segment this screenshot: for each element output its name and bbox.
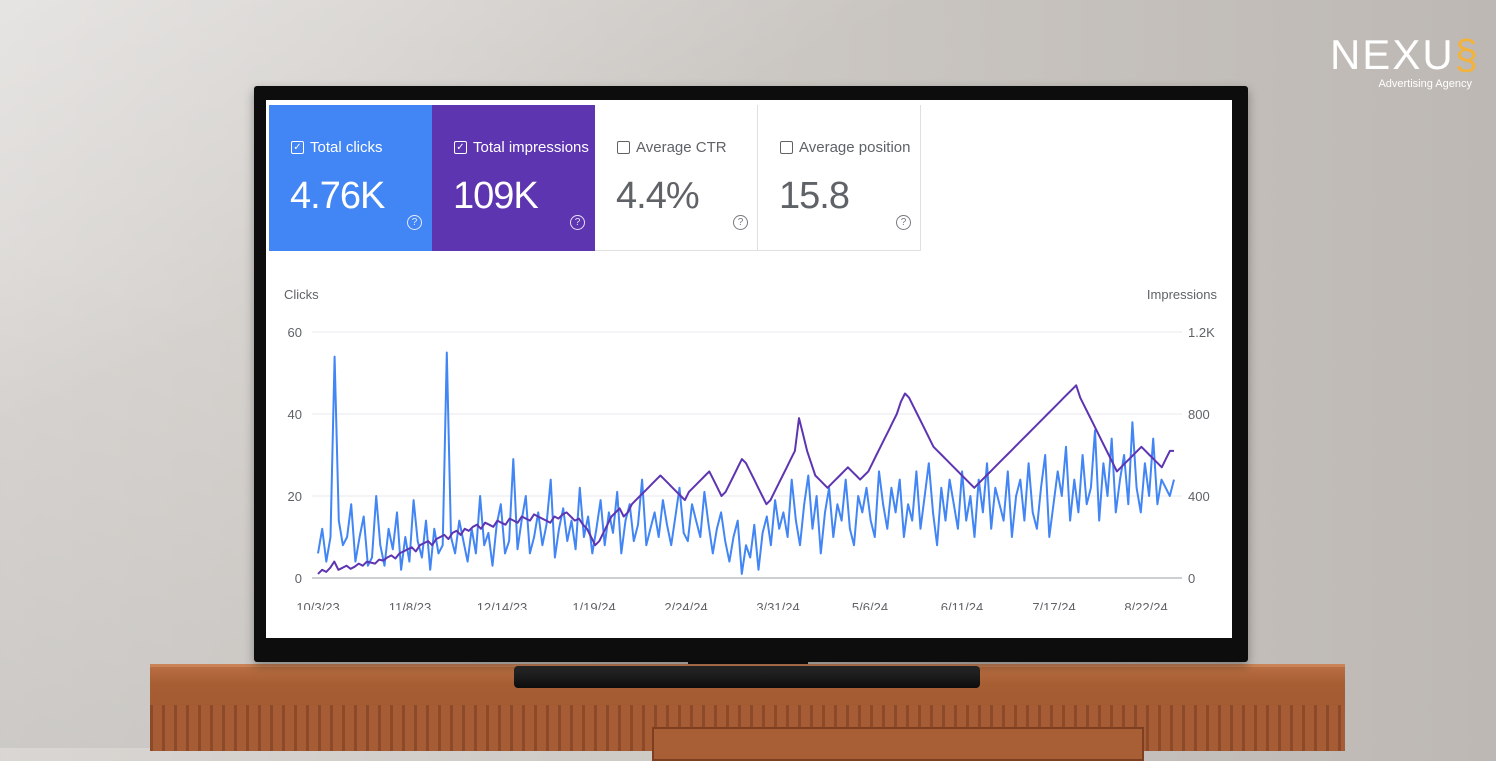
series-line-impressions [317, 384, 1174, 575]
x-axis-ticks: 10/3/23 11/8/23 12/14/23 1/19/24 2/24/24 3/31… [296, 600, 1167, 610]
metric-value: 4.76K [290, 175, 385, 217]
x-tick-label: 1/19/24 [572, 600, 615, 610]
x-tick-label: 12/14/23 [477, 600, 528, 610]
help-icon[interactable]: ? [570, 215, 585, 230]
metric-value: 4.4% [616, 175, 700, 217]
right-tick-label: 0 [1188, 571, 1195, 586]
x-tick-label: 2/24/24 [664, 600, 707, 610]
left-tick-label: 20 [288, 489, 302, 504]
metric-card-total-impressions[interactable]: ✓ Total impressions 109K ? [432, 105, 595, 251]
x-tick-label: 8/22/24 [1124, 600, 1167, 610]
brand-logo: NEXU§ Advertising Agency [1320, 31, 1490, 91]
left-tick-label: 60 [288, 325, 302, 340]
help-icon[interactable]: ? [896, 215, 911, 230]
series-line-clicks [317, 351, 1175, 575]
chart-series [317, 351, 1175, 575]
metric-label: Total clicks [310, 139, 383, 156]
right-tick-label: 400 [1188, 489, 1210, 504]
x-tick-label: 5/6/24 [852, 600, 888, 610]
left-tick-label: 40 [288, 407, 302, 422]
left-tick-label: 0 [295, 571, 302, 586]
chart-grid [312, 331, 1182, 579]
performance-chart: Clicks Impressions 0 20 40 60 0 400 800 1.2K 1… [284, 287, 1218, 610]
right-axis-title: Impressions [1147, 287, 1218, 302]
cabinet-drawer [652, 727, 1144, 761]
unchecked-checkbox-icon[interactable] [617, 141, 630, 154]
television: ✓ Total clicks 4.76K ? ✓ Total impressio… [254, 86, 1248, 662]
metric-value: 109K [453, 175, 539, 217]
logo-tagline: Advertising Agency [1378, 78, 1472, 90]
search-console-screen: ✓ Total clicks 4.76K ? ✓ Total impressio… [266, 100, 1232, 638]
metric-label: Average position [799, 139, 911, 156]
right-tick-label: 1.2K [1188, 325, 1215, 340]
left-axis-title: Clicks [284, 287, 319, 302]
tv-stand-base [514, 666, 980, 688]
checked-checkbox-icon[interactable]: ✓ [454, 141, 467, 154]
help-icon[interactable]: ? [407, 215, 422, 230]
x-tick-label: 10/3/23 [296, 600, 339, 610]
x-tick-label: 3/31/24 [756, 600, 799, 610]
checked-checkbox-icon[interactable]: ✓ [291, 141, 304, 154]
x-tick-label: 11/8/23 [389, 600, 431, 610]
logo-mark-icon: § [1454, 31, 1481, 78]
right-axis-ticks: 0 400 800 1.2K [1188, 325, 1215, 586]
unchecked-checkbox-icon[interactable] [780, 141, 793, 154]
metric-card-average-position[interactable]: Average position 15.8 ? [758, 105, 921, 251]
metric-label: Total impressions [473, 139, 589, 156]
metric-cards: ✓ Total clicks 4.76K ? ✓ Total impressio… [269, 105, 921, 251]
metric-card-total-clicks[interactable]: ✓ Total clicks 4.76K ? [269, 105, 432, 251]
logo-text: NEXU [1329, 31, 1455, 78]
x-tick-label: 6/11/24 [941, 600, 983, 610]
metric-card-average-ctr[interactable]: Average CTR 4.4% ? [595, 105, 758, 251]
x-tick-label: 7/17/24 [1032, 600, 1075, 610]
metric-value: 15.8 [779, 175, 850, 217]
metric-label: Average CTR [636, 139, 727, 156]
left-axis-ticks: 0 20 40 60 [288, 325, 302, 586]
help-icon[interactable]: ? [733, 215, 748, 230]
right-tick-label: 800 [1188, 407, 1210, 422]
